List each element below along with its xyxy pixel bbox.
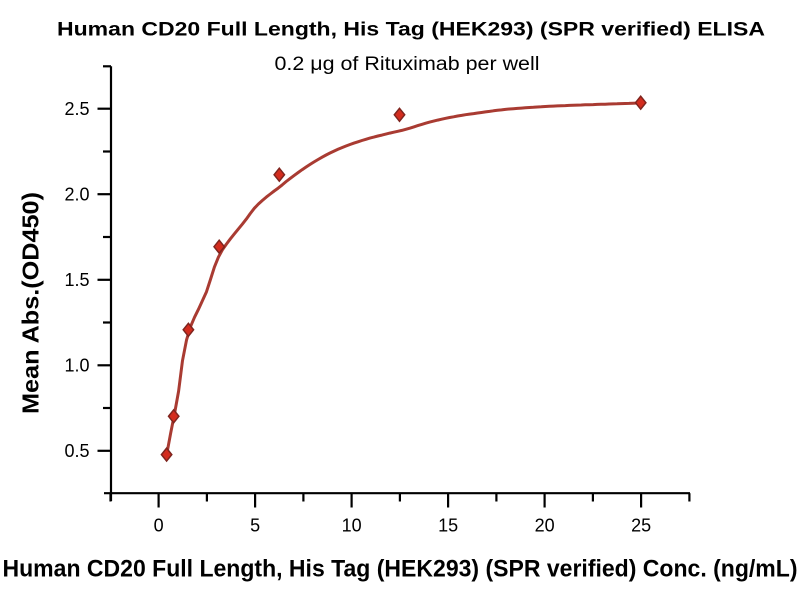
svg-text:15: 15 bbox=[438, 516, 458, 536]
svg-text:2.5: 2.5 bbox=[64, 99, 89, 119]
svg-text:0: 0 bbox=[154, 516, 164, 536]
svg-text:5: 5 bbox=[250, 516, 260, 536]
svg-text:10: 10 bbox=[342, 516, 362, 536]
svg-text:Human CD20 Full Length, His Ta: Human CD20 Full Length, His Tag (HEK293)… bbox=[57, 19, 765, 41]
svg-text:2.0: 2.0 bbox=[64, 185, 89, 205]
svg-text:1.0: 1.0 bbox=[64, 356, 89, 376]
svg-text:20: 20 bbox=[535, 516, 555, 536]
svg-text:Mean Abs.(OD450): Mean Abs.(OD450) bbox=[18, 192, 44, 414]
svg-text:1.5: 1.5 bbox=[64, 270, 89, 290]
svg-text:25: 25 bbox=[631, 516, 651, 536]
svg-text:Human CD20 Full Length, His Ta: Human CD20 Full Length, His Tag (HEK293)… bbox=[3, 556, 798, 583]
svg-text:0.5: 0.5 bbox=[64, 441, 89, 461]
svg-text:0.2 μg of Rituximab per well: 0.2 μg of Rituximab per well bbox=[275, 54, 540, 75]
